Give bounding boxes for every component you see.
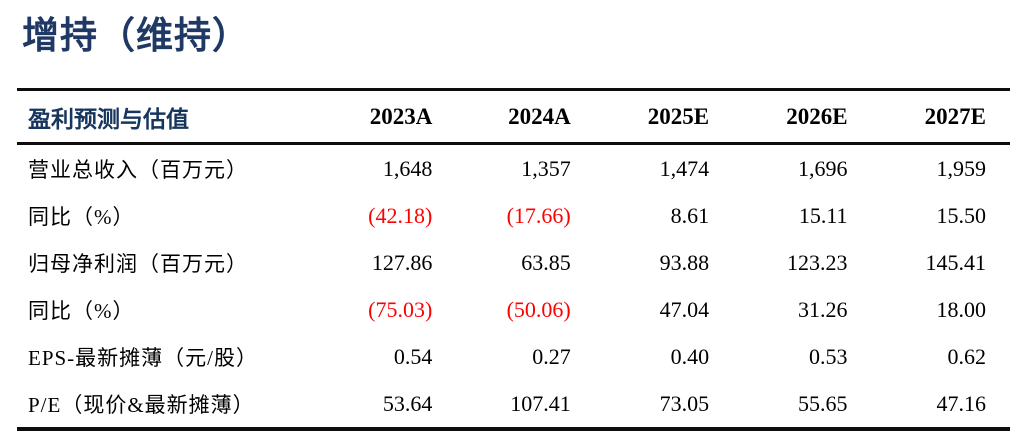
table-cell-negative: (17.66) [506,202,571,228]
table-cell: 47.16 [936,390,987,416]
table-cell-negative: (42.18) [368,202,433,228]
column-header-2027e: 2027E [924,103,986,129]
table-cell: 1,474 [659,155,710,181]
table-cell: 47.04 [659,296,710,322]
table-row-eps: EPS-最新摊薄（元/股） 0.54 0.27 0.40 0.53 0.62 [17,333,1010,380]
table-cell: 0.62 [947,343,987,369]
column-header-2025e: 2025E [647,103,710,129]
table-cell-negative: (75.03) [368,296,433,322]
table-cell: 145.41 [925,249,987,275]
table-cell: 55.65 [798,390,848,416]
table-cell: 73.05 [659,390,710,416]
table-row-net-profit-yoy: 同比（%） (75.03) (50.06) 47.04 31.26 18.00 [17,286,1010,333]
row-label: P/E（现价&最新摊薄） [28,392,255,417]
table-cell: 1,696 [798,155,848,181]
table-cell: 1,357 [521,155,571,181]
table-cell: 0.54 [393,343,433,369]
table-cell-negative: (50.06) [506,296,571,322]
table-cell: 31.26 [798,296,848,322]
column-header-2023a: 2023A [369,103,433,129]
row-label: 同比（%） [28,298,135,323]
table-row-net-profit: 归母净利润（百万元） 127.86 63.85 93.88 123.23 145… [17,239,1010,286]
table-cell: 0.53 [809,343,848,369]
table-cell: 63.85 [521,249,571,275]
table-cell: 93.88 [659,249,710,275]
table-cell: 0.40 [670,343,710,369]
table-row-revenue: 营业总收入（百万元） 1,648 1,357 1,474 1,696 1,959 [17,144,1010,193]
row-label: 同比（%） [28,204,135,229]
table-row-revenue-yoy: 同比（%） (42.18) (17.66) 8.61 15.11 15.50 [17,192,1010,239]
table-row-pe: P/E（现价&最新摊薄） 53.64 107.41 73.05 55.65 47… [17,380,1010,429]
table-cell: 123.23 [787,249,848,275]
table-cell: 0.27 [532,343,571,369]
table-cell: 107.41 [510,390,571,416]
row-label: EPS-最新摊薄（元/股） [28,345,259,370]
table-cell: 1,959 [936,155,987,181]
column-header-2024a: 2024A [508,103,571,129]
column-header-2026e: 2026E [786,103,848,129]
table-cell: 15.50 [936,202,987,228]
table-title-cell: 盈利预测与估值 [28,106,189,132]
table-cell: 15.11 [798,202,848,228]
table-cell: 8.61 [670,202,710,228]
table-cell: 127.86 [371,249,433,275]
table-cell: 1,648 [382,155,433,181]
page-title: 增持（维持） [22,16,250,57]
table-cell: 53.64 [382,390,433,416]
row-label: 归母净利润（百万元） [28,251,248,276]
table-header-row: 盈利预测与估值 2023A 2024A 2025E 2026E 2027E [17,90,1010,144]
table-cell: 18.00 [936,296,987,322]
row-label: 营业总收入（百万元） [28,157,248,182]
earnings-forecast-table: 盈利预测与估值 2023A 2024A 2025E 2026E 2027E 营业… [17,88,1010,431]
